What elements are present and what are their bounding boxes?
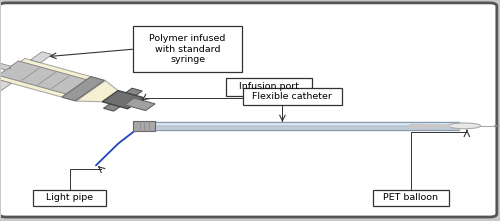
FancyBboxPatch shape xyxy=(134,26,242,72)
Polygon shape xyxy=(0,59,106,101)
Polygon shape xyxy=(104,102,122,111)
FancyBboxPatch shape xyxy=(372,190,449,206)
Polygon shape xyxy=(124,98,155,110)
Text: Polymer infused
with standard
syringe: Polymer infused with standard syringe xyxy=(150,34,226,64)
Text: PET balloon: PET balloon xyxy=(384,193,438,202)
FancyBboxPatch shape xyxy=(243,88,342,105)
Text: Flexible catheter: Flexible catheter xyxy=(252,92,332,101)
Polygon shape xyxy=(134,121,156,131)
Polygon shape xyxy=(0,62,12,70)
Polygon shape xyxy=(30,52,52,63)
Ellipse shape xyxy=(448,123,480,129)
Polygon shape xyxy=(102,91,144,109)
Polygon shape xyxy=(62,77,104,101)
Polygon shape xyxy=(0,61,90,95)
FancyBboxPatch shape xyxy=(0,3,497,217)
Polygon shape xyxy=(76,81,124,102)
FancyBboxPatch shape xyxy=(226,78,312,96)
Polygon shape xyxy=(124,88,142,97)
Polygon shape xyxy=(0,80,12,91)
Text: Infusion port: Infusion port xyxy=(238,82,298,91)
FancyBboxPatch shape xyxy=(32,190,106,206)
Text: Light pipe: Light pipe xyxy=(46,193,93,202)
